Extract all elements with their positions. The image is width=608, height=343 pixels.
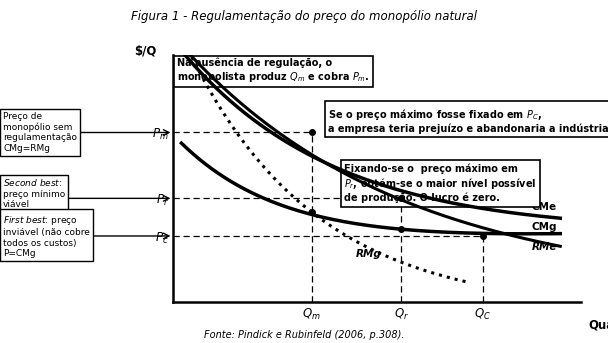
Text: Preço de
monopólio sem
regulamentação
CMg=RMg: Preço de monopólio sem regulamentação CM…	[3, 112, 77, 153]
Text: Fixando-se o  preço máximo em
$P_r$, obtém-se o maior nível possível
de produção: Fixando-se o preço máximo em $P_r$, obté…	[344, 164, 537, 203]
Text: Figura 1 - Regulamentação do preço do monopólio natural: Figura 1 - Regulamentação do preço do mo…	[131, 10, 477, 23]
Text: RMe: RMe	[532, 241, 557, 252]
Text: CMe: CMe	[532, 202, 557, 212]
Text: CMg: CMg	[532, 222, 558, 232]
Text: $/Q: $/Q	[134, 44, 157, 57]
Text: Fonte: Pindick e Rubinfeld (2006, p.308).: Fonte: Pindick e Rubinfeld (2006, p.308)…	[204, 330, 404, 340]
Text: $\it{First\ best}$: preço
inviável (não cobre
todos os custos)
P=CMg: $\it{First\ best}$: preço inviável (não …	[3, 214, 90, 258]
Text: $\it{Second\ best}$:
preço mínimo
viável
CMe=RMe: $\it{Second\ best}$: preço mínimo viável…	[3, 177, 65, 220]
Text: Quantidade: Quantidade	[589, 318, 608, 331]
Text: Na ausência de regulação, o
monopolista produz $Q_m$ e cobra $P_m$.: Na ausência de regulação, o monopolista …	[178, 57, 370, 84]
Text: RMg: RMg	[356, 249, 382, 259]
Text: Se o preço máximo fosse fixado em $P_C$,
a empresa teria prejuízo e abandonaria : Se o preço máximo fosse fixado em $P_C$,…	[328, 107, 608, 134]
